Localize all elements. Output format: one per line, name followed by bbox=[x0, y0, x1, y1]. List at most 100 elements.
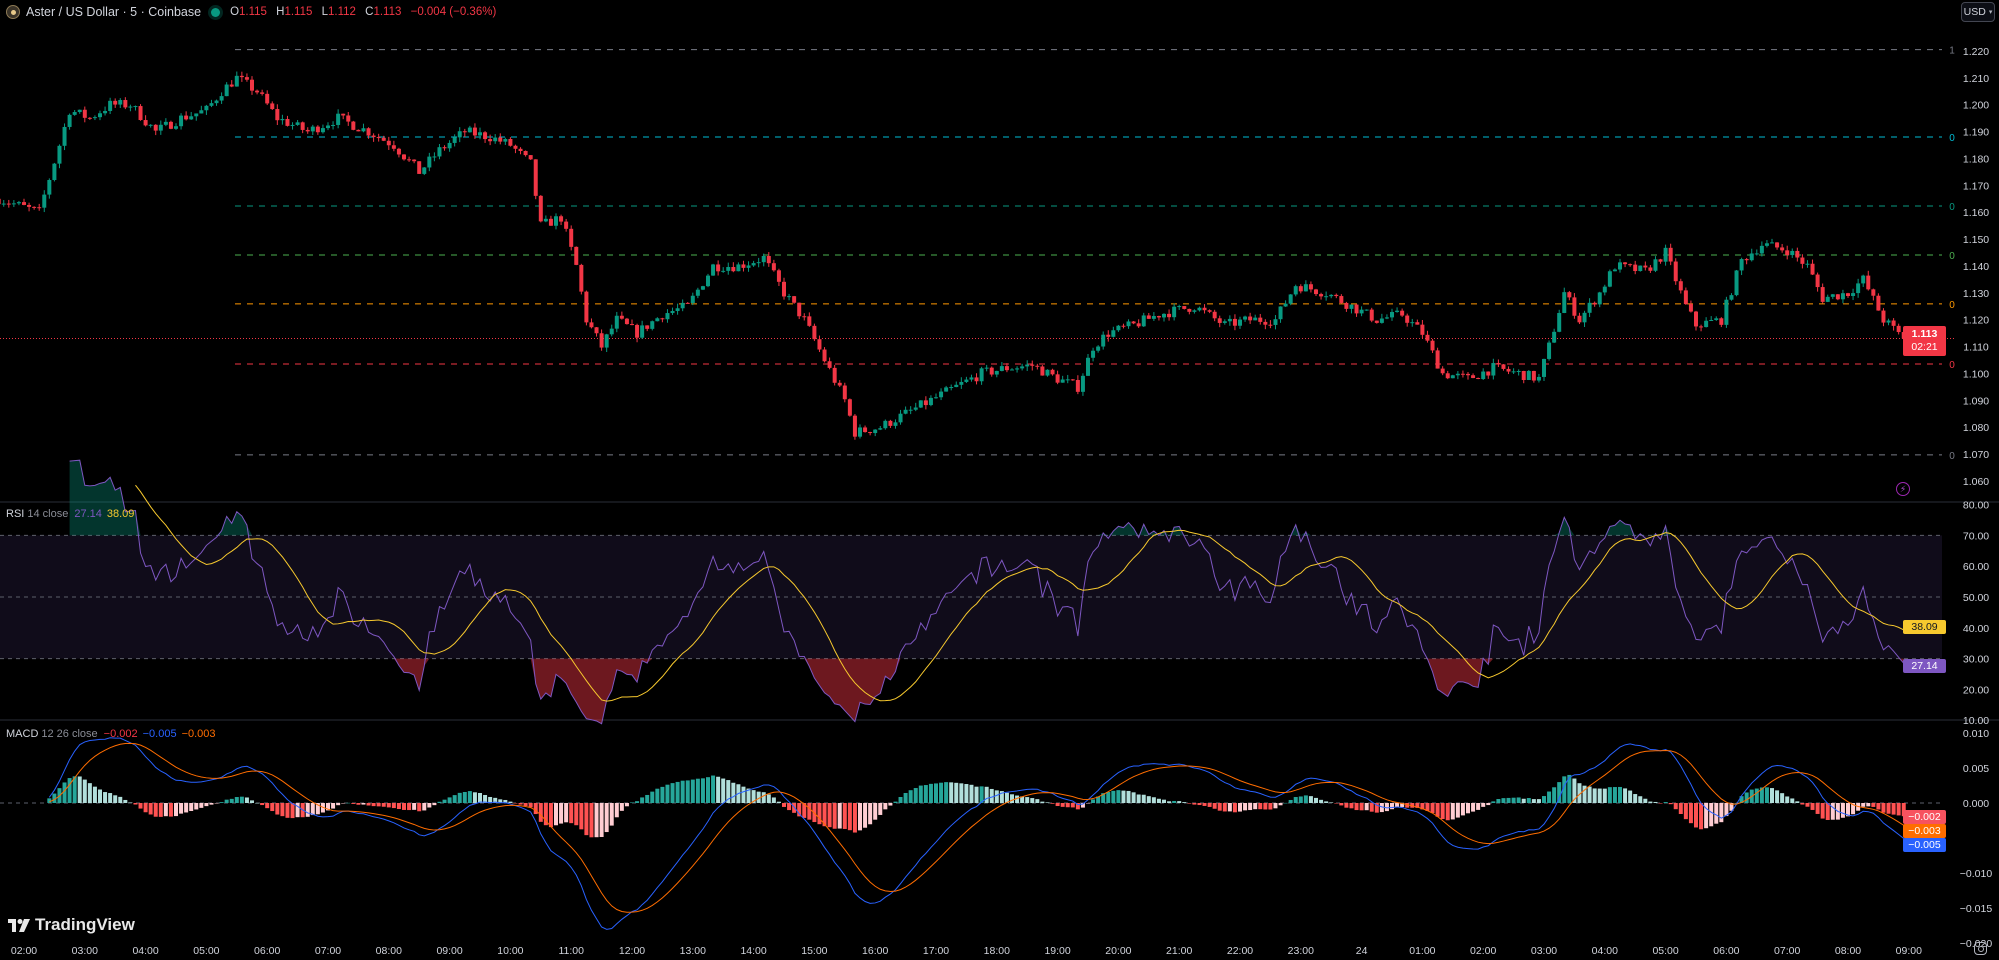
macd-histogram-bar bbox=[858, 803, 862, 831]
macd-histogram-bar bbox=[792, 803, 797, 813]
time-axis-label: 13:00 bbox=[680, 945, 706, 957]
macd-histogram-bar bbox=[488, 796, 493, 803]
candle bbox=[1131, 320, 1136, 325]
candle bbox=[168, 120, 173, 130]
rsi-pane[interactable] bbox=[0, 459, 1942, 725]
candle-body bbox=[447, 142, 452, 149]
candle-body bbox=[827, 361, 832, 368]
macd-histogram-bar bbox=[1065, 803, 1070, 808]
fib-level-label: 0 bbox=[1949, 360, 1955, 371]
macd-histogram-bar bbox=[944, 782, 949, 803]
price-axis-tick: 1.140 bbox=[1963, 261, 1989, 273]
macd-histogram-bar bbox=[168, 803, 173, 817]
macd-histogram-bar bbox=[1319, 799, 1324, 803]
rsi-ma-value: 38.09 bbox=[106, 508, 135, 520]
macd-histogram-bar bbox=[87, 783, 92, 803]
candle-body bbox=[1618, 262, 1622, 270]
macd-histogram-bar bbox=[336, 803, 341, 806]
macd-histogram-bar bbox=[184, 803, 189, 813]
candle bbox=[6, 199, 11, 208]
macd-histogram-bar bbox=[467, 791, 472, 803]
candle bbox=[564, 218, 569, 232]
candle-body bbox=[1167, 313, 1172, 318]
macd-histogram-bar bbox=[1511, 797, 1516, 803]
macd-histogram-bar bbox=[1612, 787, 1617, 803]
candle-body bbox=[528, 155, 533, 160]
macd-signal-value: −0.003 bbox=[181, 728, 216, 740]
macd-histogram-bar bbox=[290, 803, 295, 819]
rsi-overbought-fill bbox=[69, 460, 1904, 536]
time-axis-label: 22:00 bbox=[1227, 945, 1253, 957]
candle bbox=[62, 123, 67, 151]
tradingview-logo[interactable]: TradingView bbox=[8, 915, 135, 935]
currency-button[interactable]: USD ▾ bbox=[1961, 2, 1995, 22]
fibonacci-levels[interactable]: 1 0 0 0 0 0 0 bbox=[0, 46, 1955, 462]
symbol-title[interactable]: Aster / US Dollar · 5 · Coinbase bbox=[26, 5, 202, 19]
candle-body bbox=[123, 100, 128, 108]
macd-histogram-bar bbox=[1552, 787, 1557, 803]
candle-body bbox=[1815, 274, 1820, 288]
macd-histogram-bar bbox=[731, 782, 736, 803]
candle bbox=[609, 324, 614, 337]
candle-body bbox=[741, 264, 746, 268]
candle-body bbox=[1116, 325, 1121, 331]
candle bbox=[822, 347, 827, 363]
symbol-header[interactable]: Aster / US Dollar · 5 · Coinbase O1.115 … bbox=[6, 3, 496, 21]
macd-histogram-bar bbox=[989, 788, 994, 803]
macd-histogram-bar bbox=[1395, 803, 1400, 808]
candle-body bbox=[1516, 371, 1521, 373]
price-axis-tick: 1.090 bbox=[1963, 395, 1989, 407]
candle-body bbox=[199, 110, 204, 114]
candle-body bbox=[1445, 373, 1450, 379]
candle-body bbox=[548, 218, 553, 226]
macd-histogram-bar bbox=[1683, 803, 1688, 820]
candle bbox=[832, 364, 837, 386]
candle bbox=[331, 121, 336, 130]
candle-body bbox=[1400, 310, 1405, 316]
candle-body bbox=[153, 124, 158, 131]
settings-gear-icon[interactable] bbox=[1974, 942, 1987, 955]
time-axis-label: 21:00 bbox=[1166, 945, 1192, 957]
lightning-icon[interactable]: ⚡ bbox=[1896, 482, 1910, 496]
candle bbox=[1400, 308, 1405, 317]
macd-pane[interactable] bbox=[0, 737, 1942, 930]
macd-histogram-bar bbox=[386, 803, 391, 808]
candle-body bbox=[969, 377, 974, 380]
macd-histogram-bar bbox=[1587, 786, 1592, 803]
macd-histogram-bar bbox=[1648, 801, 1653, 803]
candle-body bbox=[1308, 284, 1313, 290]
candle bbox=[27, 202, 32, 212]
rsi-oversold-fill bbox=[69, 658, 1904, 724]
macd-histogram-bar bbox=[1035, 799, 1040, 803]
candle bbox=[174, 123, 178, 130]
rsi-ma-line bbox=[135, 484, 1904, 702]
candle-body bbox=[873, 429, 878, 434]
candle-body bbox=[1547, 342, 1552, 359]
macd-histogram-bar bbox=[427, 803, 432, 808]
candle-body bbox=[255, 90, 260, 93]
candle-body bbox=[1126, 321, 1131, 327]
candle-body bbox=[543, 218, 548, 222]
candle-body bbox=[1156, 316, 1161, 318]
candle-body bbox=[158, 124, 163, 131]
candle bbox=[1126, 319, 1131, 329]
candle bbox=[1324, 291, 1329, 301]
candle-body bbox=[336, 113, 341, 125]
candle bbox=[1420, 320, 1425, 339]
macd-histogram-bar bbox=[1430, 803, 1435, 814]
macd-histogram-bar bbox=[128, 802, 133, 803]
macd-histogram-bar bbox=[1207, 803, 1212, 807]
axes[interactable]: 1.220 1.210 1.200 1.190 1.180 1.170 1.160 1.150… bbox=[11, 46, 1992, 957]
candle-body bbox=[837, 382, 842, 386]
candle-body bbox=[589, 322, 594, 328]
macd-histogram-bar bbox=[1369, 803, 1374, 812]
candle-body bbox=[1552, 331, 1557, 343]
rsi-legend[interactable]: RSI 14 close 27.14 38.09 bbox=[6, 508, 134, 520]
candle-body bbox=[1390, 311, 1394, 318]
candle bbox=[1146, 312, 1151, 319]
macd-histogram-bar bbox=[721, 778, 726, 803]
macd-histogram-bar bbox=[1678, 803, 1683, 814]
candle-body bbox=[1582, 312, 1587, 323]
macd-legend[interactable]: MACD 12 26 close −0.002 −0.005 −0.003 bbox=[6, 728, 216, 740]
